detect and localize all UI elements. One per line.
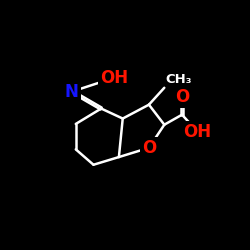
Text: O: O [175,88,189,106]
Text: OH: OH [100,69,128,87]
Text: OH: OH [183,123,212,141]
Text: CH₃: CH₃ [166,73,192,86]
Text: N: N [65,82,79,100]
Text: O: O [142,139,156,157]
